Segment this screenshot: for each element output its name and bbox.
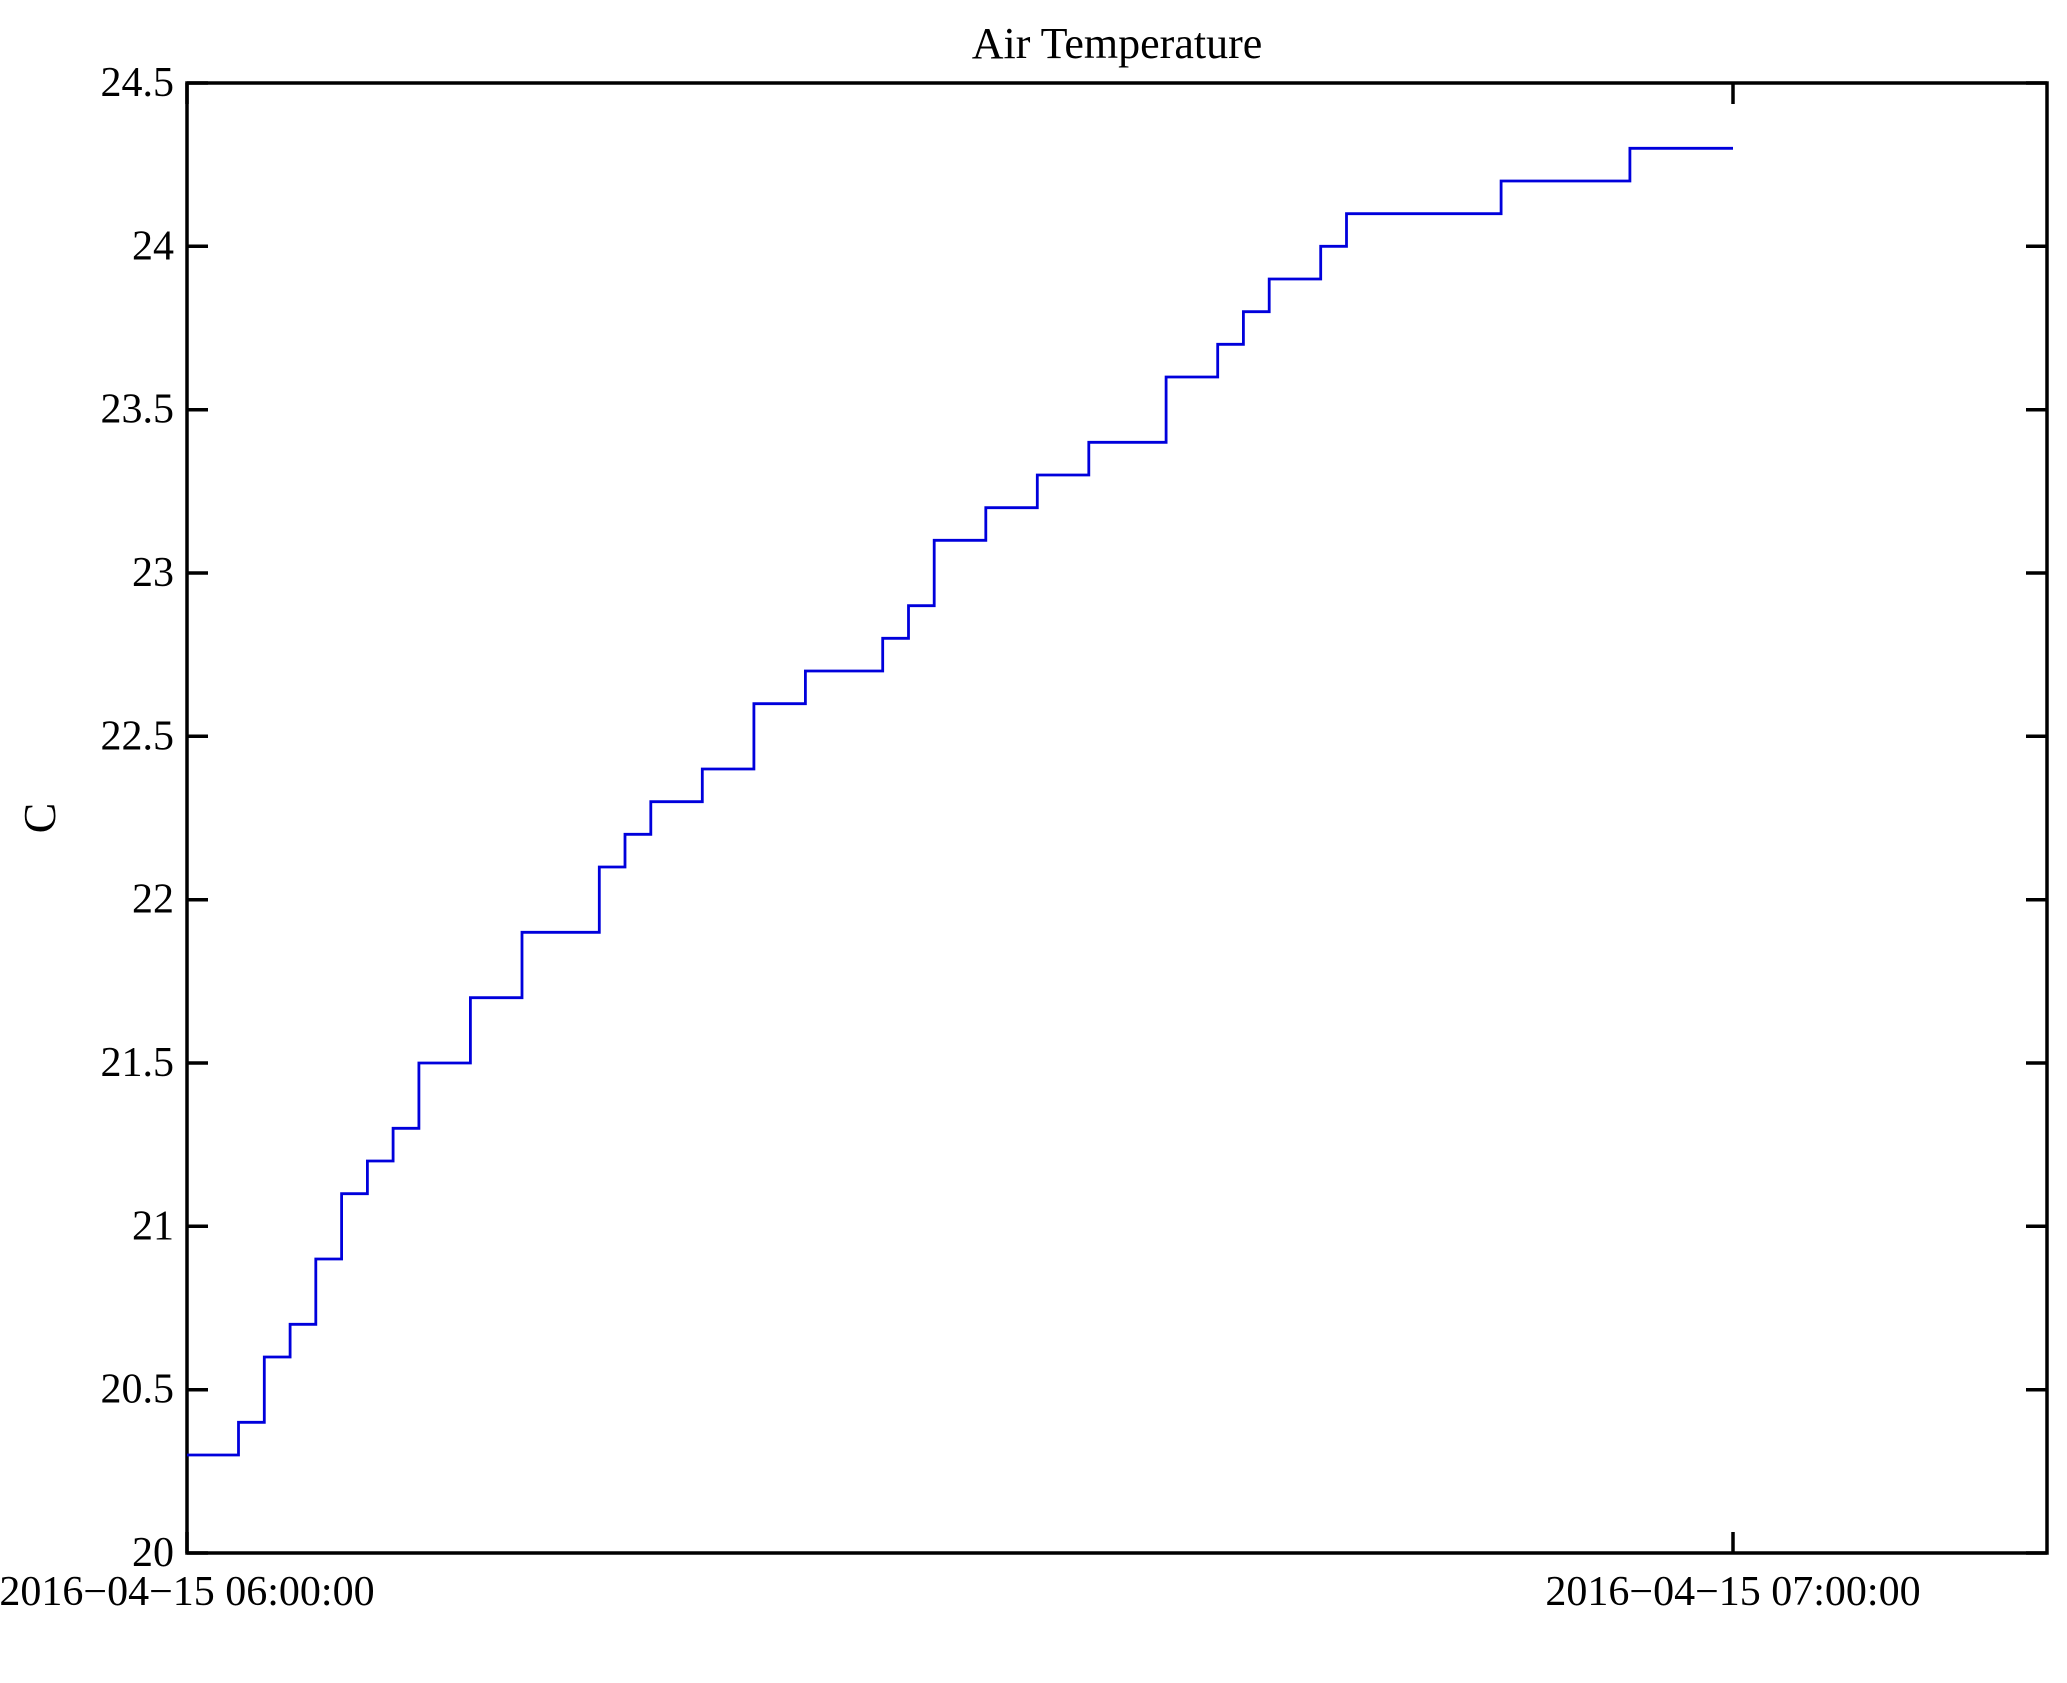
y-axis-ticks-right [2026,81,2047,1555]
y-tick-label: 20 [132,1530,174,1576]
chart-title: Air Temperature [972,19,1263,68]
y-axis-ticks-left [187,81,208,1555]
y-tick-label: 24 [132,223,174,269]
y-tick-label: 21.5 [101,1040,175,1086]
y-tick-label: 23 [132,550,174,596]
x-tick-labels: 2016−04−15 06:00:00 2016−04−15 07:00:00 [0,1569,1921,1615]
y-tick-labels: 20 20.5 21 21.5 22 22.5 23 23.5 24 24.5 [101,60,175,1576]
y-tick-label: 22.5 [101,713,175,759]
y-tick-label: 22 [132,877,174,923]
plot-box [185,81,2049,1555]
y-tick-label: 21 [132,1203,174,1249]
y-tick-label: 23.5 [101,387,175,433]
temperature-step-line [187,146,1733,1457]
y-axis-label: C [14,803,65,834]
y-tick-label: 20.5 [101,1367,175,1413]
x-tick-label-end: 2016−04−15 07:00:00 [1545,1569,1920,1615]
y-tick-label: 24.5 [101,60,175,106]
x-tick-label-start: 2016−04−15 06:00:00 [0,1569,375,1615]
x-axis-ticks [185,83,1735,1553]
